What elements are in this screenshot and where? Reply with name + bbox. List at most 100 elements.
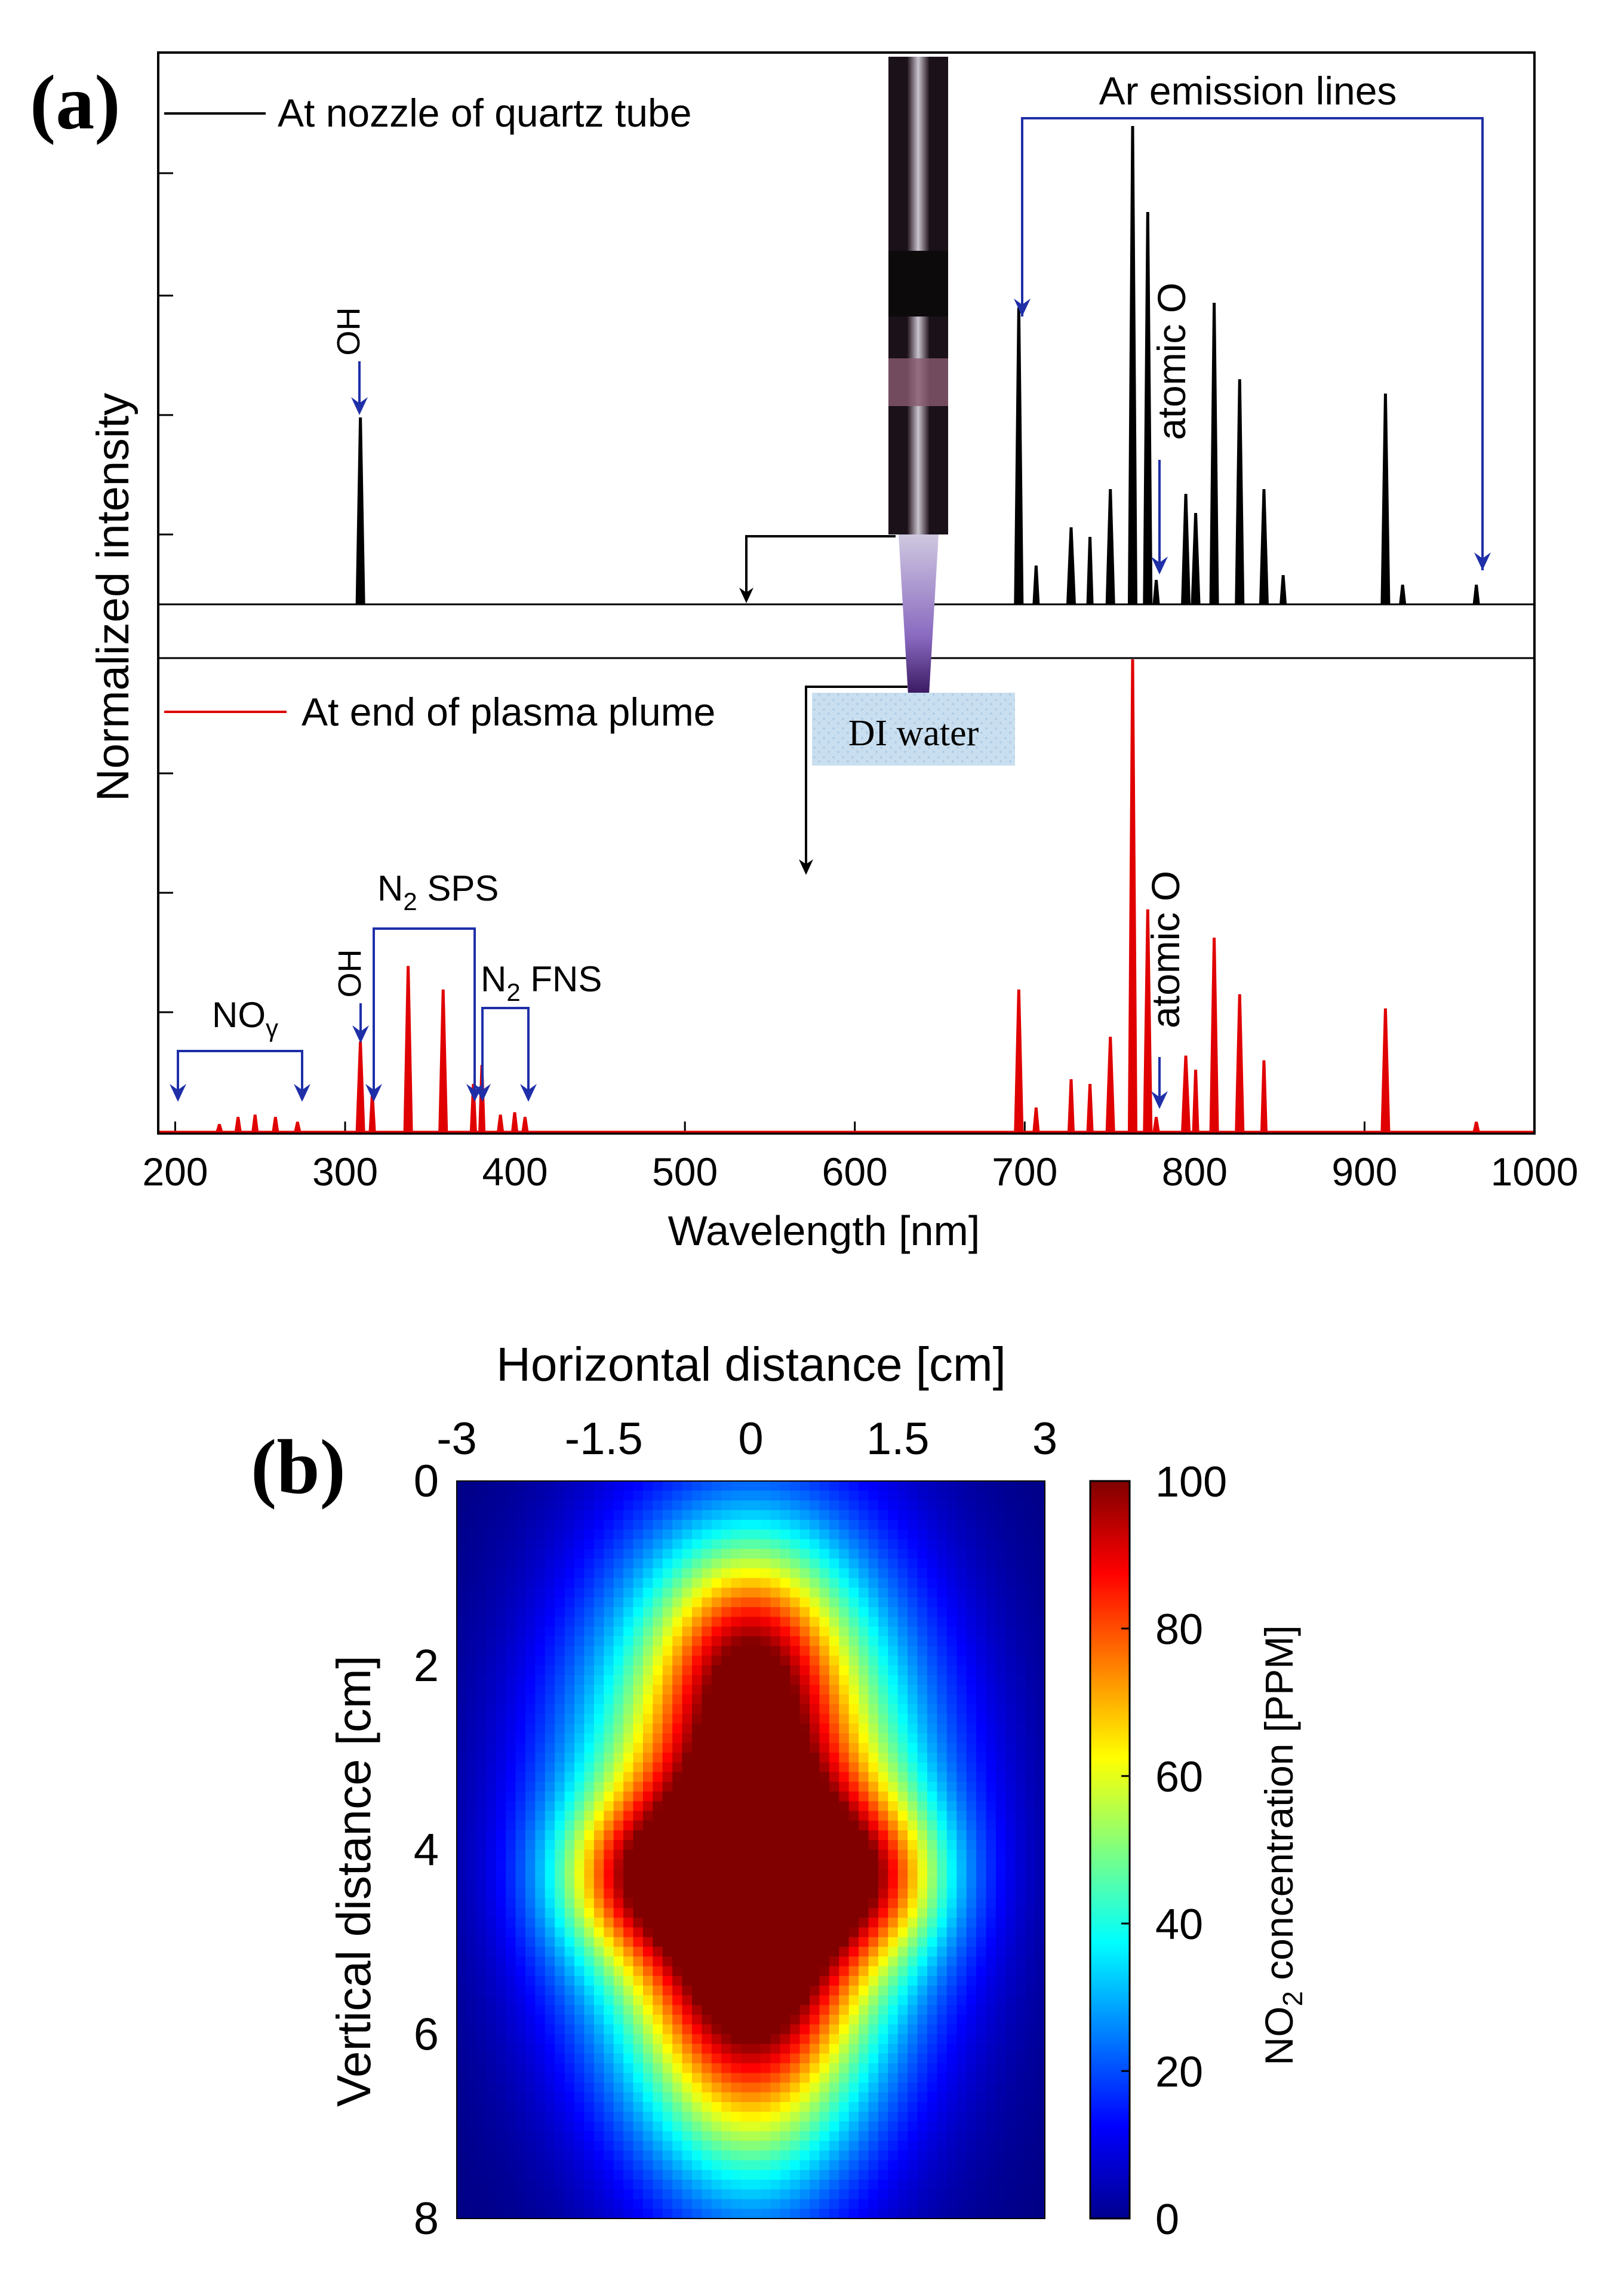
heatmap-cell bbox=[956, 1859, 967, 1870]
heatmap-cell bbox=[741, 1947, 752, 1957]
heatmap-cell bbox=[946, 2053, 957, 2064]
heatmap-cell bbox=[672, 1694, 683, 1705]
heatmap-cell bbox=[946, 1559, 957, 1569]
heatmap-cell bbox=[1015, 2170, 1026, 2180]
heatmap-cell bbox=[574, 1947, 585, 1957]
heatmap-cell bbox=[564, 1801, 575, 1812]
heatmap-cell bbox=[848, 1840, 859, 1851]
heatmap-cell bbox=[702, 1510, 712, 1520]
heatmap-cell bbox=[741, 1811, 752, 1821]
heatmap-cell bbox=[496, 1947, 506, 1957]
heatmap-cell bbox=[702, 2208, 712, 2219]
heatmap-cell bbox=[995, 2005, 1006, 2015]
heatmap-cell bbox=[584, 2170, 595, 2180]
heatmap-cell bbox=[721, 1723, 732, 1734]
heatmap-cell bbox=[770, 2112, 781, 2122]
heatmap-cell bbox=[574, 1539, 585, 1550]
heatmap-cell bbox=[829, 1869, 839, 1879]
heatmap-cell bbox=[506, 2180, 516, 2190]
heatmap-cell bbox=[770, 1694, 781, 1705]
heatmap-cell bbox=[927, 1801, 938, 1812]
heatmap-cell bbox=[682, 1597, 693, 1608]
heatmap-cell bbox=[584, 1520, 595, 1530]
heatmap-cell bbox=[496, 1918, 506, 1928]
heatmap-cell bbox=[535, 2112, 546, 2122]
heatmap-cell bbox=[956, 1792, 967, 1802]
heatmap-cell bbox=[623, 2170, 634, 2180]
heatmap-cell bbox=[642, 1665, 653, 1676]
heatmap-cell bbox=[848, 1491, 859, 1501]
heatmap-cell bbox=[956, 1694, 967, 1705]
heatmap-cell bbox=[457, 1665, 467, 1676]
heatmap-cell bbox=[799, 1626, 810, 1637]
heatmap-cell bbox=[897, 1520, 908, 1530]
heatmap-cell bbox=[506, 1500, 516, 1511]
heatmap-cell bbox=[486, 1500, 497, 1511]
heatmap-cell bbox=[760, 1529, 771, 1540]
heatmap-cell bbox=[662, 1966, 673, 1977]
heatmap-cell bbox=[937, 1578, 948, 1588]
heatmap-cell bbox=[927, 1830, 938, 1841]
heatmap-cell bbox=[1015, 1675, 1026, 1685]
heatmap-cell bbox=[751, 1956, 761, 1967]
heatmap-cell bbox=[545, 2189, 555, 2200]
heatmap-cell bbox=[956, 1888, 967, 1899]
heatmap-cell bbox=[839, 2044, 850, 2054]
heatmap-cell bbox=[506, 2082, 516, 2093]
heatmap-cell bbox=[859, 1811, 869, 1821]
heatmap-cell bbox=[927, 1587, 938, 1598]
heatmap-cell bbox=[995, 1481, 1006, 1491]
heatmap-cell bbox=[927, 1840, 938, 1851]
heatmap-cell bbox=[574, 2005, 585, 2015]
heatmap-cell bbox=[927, 1918, 938, 1928]
heatmap-cell bbox=[770, 1675, 781, 1685]
heatmap-cell bbox=[496, 1587, 506, 1598]
heatmap-cell bbox=[682, 1587, 693, 1598]
spectral-peak bbox=[1127, 126, 1138, 605]
heatmap-cell bbox=[1025, 1956, 1036, 1967]
heatmap-cell bbox=[702, 1869, 712, 1879]
heatmap-cell bbox=[829, 2082, 839, 2093]
heatmap-cell bbox=[986, 2180, 996, 2190]
heatmap-cell bbox=[927, 1548, 938, 1559]
heatmap-cell bbox=[711, 1947, 722, 1957]
heatmap-cell bbox=[829, 1975, 839, 1986]
heatmap-cell bbox=[829, 2199, 839, 2210]
heatmap-cell bbox=[908, 1927, 918, 1938]
heatmap-cell bbox=[946, 1956, 957, 1967]
heatmap-cell bbox=[917, 1801, 928, 1812]
heatmap-cell bbox=[908, 1568, 918, 1579]
heatmap-cell bbox=[995, 1646, 1006, 1657]
heatmap-cell bbox=[702, 1849, 712, 1860]
heatmap-cell bbox=[555, 1772, 565, 1783]
heatmap-cell bbox=[908, 1947, 918, 1957]
heatmap-cell bbox=[682, 1636, 693, 1646]
heatmap-cell bbox=[790, 1510, 801, 1520]
heatmap-cell bbox=[848, 1597, 859, 1608]
heatmap-cell bbox=[584, 1733, 595, 1744]
heatmap-cell bbox=[486, 1918, 497, 1928]
heatmap-cell bbox=[976, 1918, 987, 1928]
heatmap-cell bbox=[593, 2092, 604, 2103]
heatmap-cell bbox=[506, 1694, 516, 1705]
heatmap-cell bbox=[839, 2014, 850, 2025]
heatmap-cell bbox=[976, 1539, 987, 1550]
heatmap-cell bbox=[1005, 2092, 1016, 2103]
heatmap-cell bbox=[946, 2141, 957, 2151]
heatmap-cell bbox=[653, 1792, 663, 1802]
heatmap-cell bbox=[731, 2014, 742, 2025]
heatmap-cell bbox=[515, 2044, 526, 2054]
heatmap-cell bbox=[613, 2082, 624, 2093]
heatmap-cell bbox=[662, 1830, 673, 1841]
heatmap-cell bbox=[731, 1636, 742, 1646]
heatmap-cell bbox=[770, 1792, 781, 1802]
heatmap-cell bbox=[848, 2005, 859, 2015]
heatmap-cell bbox=[1035, 2053, 1045, 2064]
heatmap-cell bbox=[839, 2024, 850, 2035]
heatmap-cell bbox=[819, 1617, 830, 1627]
heatmap-cell bbox=[711, 1597, 722, 1608]
heatmap-cell bbox=[682, 2141, 693, 2151]
heatmap-cell bbox=[653, 1617, 663, 1627]
heatmap-cell bbox=[721, 2189, 732, 2200]
heatmap-cell bbox=[878, 1655, 888, 1666]
